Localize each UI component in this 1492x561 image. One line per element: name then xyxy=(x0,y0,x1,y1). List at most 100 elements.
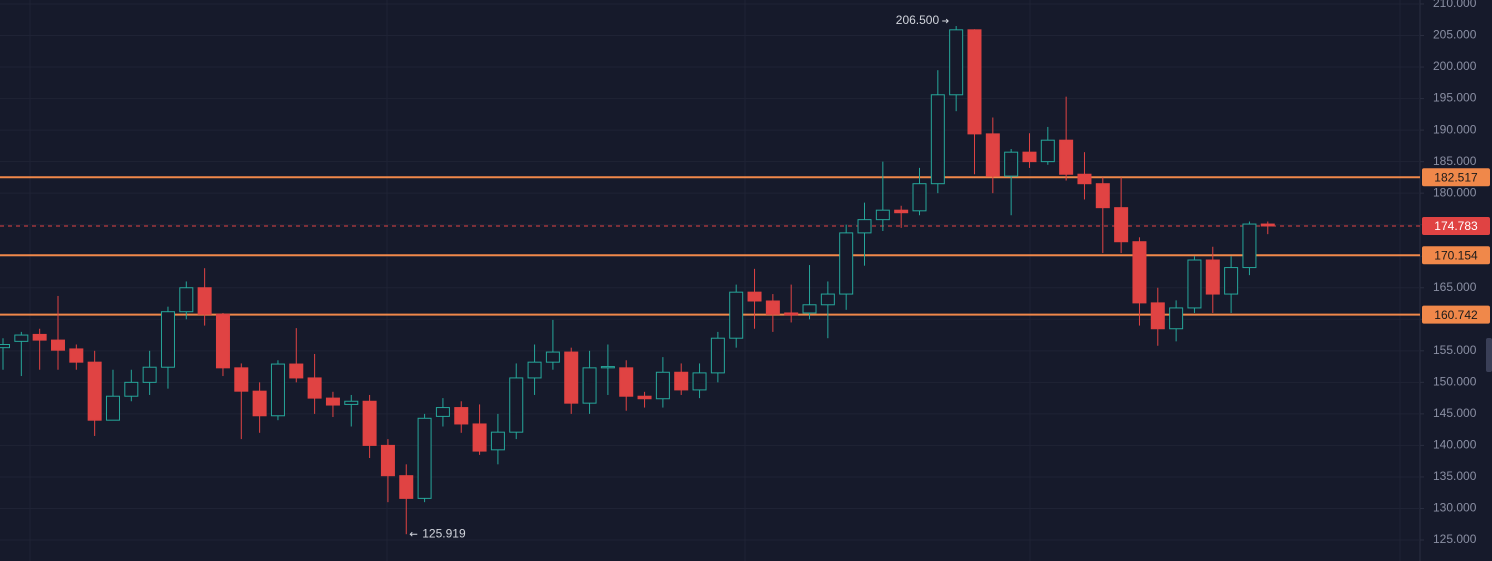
y-tick-label: 155.000 xyxy=(1433,343,1477,357)
low-marker-label: 125.919 xyxy=(422,526,466,540)
candle-body xyxy=(857,219,872,234)
candle-body xyxy=(1022,151,1037,163)
candle-body xyxy=(527,361,542,379)
high-marker-arrow xyxy=(942,18,949,24)
last-price-label: 174.783 xyxy=(1434,219,1478,233)
candle-body xyxy=(362,400,377,446)
y-tick-label: 190.000 xyxy=(1433,122,1477,136)
y-tick-label: 165.000 xyxy=(1433,280,1477,294)
y-tick-label: 150.000 xyxy=(1433,375,1477,389)
candle-body xyxy=(1114,207,1129,243)
candle-body xyxy=(325,397,340,406)
y-tick-label: 145.000 xyxy=(1433,406,1477,420)
candle-body xyxy=(1260,223,1275,227)
candle-body xyxy=(1242,223,1257,269)
candle-body xyxy=(820,293,835,306)
candle-body xyxy=(1224,267,1239,295)
candle-body xyxy=(894,209,909,214)
candle-body xyxy=(0,344,10,349)
candle-body xyxy=(967,29,982,135)
y-tick-label: 180.000 xyxy=(1433,185,1477,199)
candle-body xyxy=(765,300,780,315)
candle-body xyxy=(985,133,1000,177)
y-tick-label: 185.000 xyxy=(1433,154,1477,168)
candle-body xyxy=(930,94,945,185)
candle-body xyxy=(490,431,505,451)
candle-body xyxy=(197,287,212,315)
candle-body xyxy=(289,363,304,379)
y-tick-label: 140.000 xyxy=(1433,438,1477,452)
candle-body xyxy=(545,351,560,363)
candle-body xyxy=(784,312,799,316)
candle-body xyxy=(417,417,432,499)
candle-body xyxy=(179,287,194,313)
candle-body xyxy=(509,377,524,433)
candle-body xyxy=(234,367,249,392)
candle-body xyxy=(637,395,652,400)
candle-body xyxy=(1150,302,1165,330)
candle-body xyxy=(747,291,762,302)
candle-body xyxy=(69,348,84,363)
y-tick-label: 135.000 xyxy=(1433,469,1477,483)
candle-body xyxy=(252,390,267,417)
vertical-grid xyxy=(29,0,1401,561)
y-tick-label: 200.000 xyxy=(1433,59,1477,73)
level-label: 170.154 xyxy=(1434,248,1478,262)
candle-body xyxy=(839,232,854,295)
candle-body xyxy=(1040,139,1055,163)
level-label-box xyxy=(1422,246,1490,265)
candle-body xyxy=(600,366,615,369)
candle-body xyxy=(215,313,230,369)
candle-body xyxy=(454,407,469,425)
y-tick-label: 210.000 xyxy=(1433,0,1477,10)
candle-body xyxy=(692,372,707,391)
candle-body xyxy=(14,334,29,342)
candle-body xyxy=(912,183,927,212)
y-tick-label: 125.000 xyxy=(1433,532,1477,546)
candle-body xyxy=(655,371,670,400)
candle-body xyxy=(802,304,817,314)
candle-body xyxy=(87,361,102,421)
candle-body xyxy=(1095,183,1110,209)
candle-body xyxy=(1169,307,1184,330)
candle-body xyxy=(1077,173,1092,185)
candle-body xyxy=(582,367,597,404)
candle-body xyxy=(1205,259,1220,295)
y-tick-label: 205.000 xyxy=(1433,28,1477,42)
candle-body xyxy=(142,366,157,383)
level-label: 160.742 xyxy=(1434,308,1478,322)
axis-handle[interactable] xyxy=(1486,338,1492,372)
candle-body xyxy=(472,423,487,452)
candle-body xyxy=(674,371,689,391)
candle-body xyxy=(32,333,47,341)
candle-body xyxy=(124,381,139,397)
candle-body xyxy=(949,29,964,96)
candle-body xyxy=(50,339,65,351)
level-label-box xyxy=(1422,305,1490,324)
y-tick-label: 130.000 xyxy=(1433,501,1477,515)
candle-body xyxy=(564,351,579,404)
candle-body xyxy=(307,377,322,399)
candle-body xyxy=(270,363,285,417)
last-price-box xyxy=(1422,217,1490,236)
level-label-box xyxy=(1422,168,1490,187)
y-tick-label: 195.000 xyxy=(1433,91,1477,105)
candle-body xyxy=(160,311,175,368)
candle-body xyxy=(619,367,634,397)
candle-body xyxy=(105,395,120,421)
candle-body xyxy=(710,337,725,374)
low-marker-arrow xyxy=(409,531,418,537)
candle-body xyxy=(1059,139,1074,175)
candle-body xyxy=(344,400,359,405)
candle-body xyxy=(1004,151,1019,177)
candle-body xyxy=(380,444,395,477)
candle-body xyxy=(1132,241,1147,304)
high-marker-label: 206.500 xyxy=(896,13,940,27)
candle-body xyxy=(1187,259,1202,309)
candle-body xyxy=(729,291,744,339)
level-label: 182.517 xyxy=(1434,170,1478,184)
candle-body xyxy=(399,475,414,499)
candle-body xyxy=(435,407,450,417)
